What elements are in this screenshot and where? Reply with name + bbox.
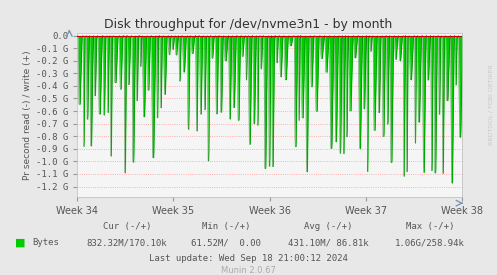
Text: 431.10M/ 86.81k: 431.10M/ 86.81k	[288, 238, 368, 247]
Text: ■: ■	[15, 238, 25, 248]
Text: Last update: Wed Sep 18 21:00:12 2024: Last update: Wed Sep 18 21:00:12 2024	[149, 254, 348, 263]
Text: Min (-/+): Min (-/+)	[202, 222, 250, 231]
Text: 1.06G/258.94k: 1.06G/258.94k	[395, 238, 465, 247]
Text: 61.52M/  0.00: 61.52M/ 0.00	[191, 238, 261, 247]
Text: Munin 2.0.67: Munin 2.0.67	[221, 266, 276, 274]
Text: Bytes: Bytes	[32, 238, 59, 247]
Text: Avg (-/+): Avg (-/+)	[304, 222, 352, 231]
Text: Cur (-/+): Cur (-/+)	[102, 222, 151, 231]
Y-axis label: Pr second read (-) / write (+): Pr second read (-) / write (+)	[22, 50, 32, 180]
Text: 832.32M/170.10k: 832.32M/170.10k	[86, 238, 167, 247]
Text: Max (-/+): Max (-/+)	[406, 222, 454, 231]
Text: Disk throughput for /dev/nvme3n1 - by month: Disk throughput for /dev/nvme3n1 - by mo…	[104, 18, 393, 31]
Text: RRDTOOL / TOBI OETIKER: RRDTOOL / TOBI OETIKER	[489, 64, 494, 145]
